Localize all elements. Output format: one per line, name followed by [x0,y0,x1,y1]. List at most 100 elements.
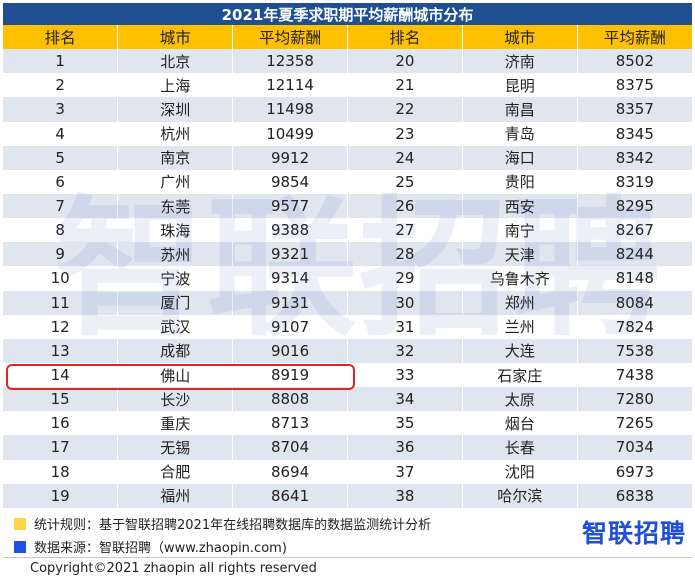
cell-salary-left: 9912 [232,145,348,170]
cell-rank-right: 21 [347,73,463,98]
note-rule: 统计规则：基于智联招聘2021年在线招聘数据库的数据监测统计分析 [14,512,574,535]
header-rank-right: 排名 [347,25,463,50]
cell-rank-left: 15 [3,387,119,412]
table-header-row: 排名 城市 平均薪酬 排名 城市 平均薪酬 [3,25,692,50]
note-source-text: 数据来源：智联招聘（www.zhaopin.com) [34,541,287,556]
cell-city-left: 深圳 [117,97,234,122]
cell-salary-left: 8919 [232,362,348,388]
brand-logo: 智联招聘 [581,519,686,548]
cell-rank-right: 37 [347,459,463,484]
cell-rank-right: 26 [347,193,463,219]
salary-table: 排名 城市 平均薪酬 排名 城市 平均薪酬 1 北京 12358 20 济南 8502 2 上… [3,25,692,508]
cell-city-left: 厦门 [117,290,234,315]
cell-rank-right: 36 [347,435,463,460]
cell-city-right: 海口 [462,145,578,170]
cell-salary-left: 8808 [232,387,348,412]
cell-rank-left: 19 [3,483,119,508]
cell-rank-left: 12 [3,314,119,339]
table-row: 17 无锡 8704 36 长春 7034 [3,435,692,460]
cell-salary-right: 7538 [577,338,692,363]
cell-city-left: 杭州 [117,121,234,146]
yellow-square-icon [14,517,26,530]
cell-rank-left: 18 [3,459,119,484]
cell-salary-right: 8345 [577,121,692,146]
cell-rank-left: 1 [3,49,119,74]
cell-city-right: 天津 [462,242,578,267]
cell-city-left: 珠海 [117,218,234,243]
cell-rank-right: 33 [347,362,463,388]
cell-salary-left: 8704 [232,435,348,460]
cell-salary-right: 7824 [577,314,692,339]
cell-salary-right: 8244 [577,242,692,267]
cell-salary-left: 9321 [232,242,348,267]
cell-city-right: 南宁 [462,218,578,243]
cell-salary-right: 8357 [577,97,692,122]
cell-salary-left: 9131 [232,290,348,315]
cell-salary-right: 8375 [577,73,692,98]
cell-rank-left: 7 [3,193,119,219]
header-city-left: 城市 [117,25,234,50]
cell-city-left: 长沙 [117,387,234,412]
cell-salary-right: 7280 [577,387,692,412]
table-row: 16 重庆 8713 35 烟台 7265 [3,411,692,436]
cell-salary-right: 8342 [577,145,692,170]
cell-rank-left: 2 [3,73,119,98]
cell-city-left: 东莞 [117,193,234,219]
cell-salary-left: 9388 [232,218,348,243]
cell-city-right: 贵阳 [462,169,578,194]
table-row: 8 珠海 9388 27 南宁 8267 [3,218,692,243]
cell-rank-right: 31 [347,314,463,339]
header-salary-right: 平均薪酬 [577,25,692,50]
cell-salary-left: 9016 [232,338,348,363]
cell-city-left: 宁波 [117,266,234,291]
cell-rank-right: 35 [347,411,463,436]
cell-rank-left: 9 [3,242,119,267]
cell-city-left: 上海 [117,73,234,98]
cell-rank-right: 32 [347,338,463,363]
cell-rank-left: 11 [3,290,119,315]
cell-rank-right: 23 [347,121,463,146]
cell-salary-left: 9577 [232,193,348,219]
cell-salary-right: 8319 [577,169,692,194]
cell-city-left: 佛山 [117,362,234,388]
cell-salary-right: 7438 [577,362,692,388]
cell-city-left: 武汉 [117,314,234,339]
table-row: 4 杭州 10499 23 青岛 8345 [3,121,692,146]
cell-rank-left: 3 [3,97,119,122]
note-source: 数据来源：智联招聘（www.zhaopin.com) [14,535,574,558]
note-rule-text: 统计规则：基于智联招聘2021年在线招聘数据库的数据监测统计分析 [34,518,432,533]
cell-rank-left: 4 [3,121,119,146]
header-rank-left: 排名 [3,25,119,50]
table-row: 1 北京 12358 20 济南 8502 [3,49,692,74]
cell-city-right: 郑州 [462,290,578,315]
table-body: 1 北京 12358 20 济南 8502 2 上海 12114 21 昆明 8375 3 深圳 11498… [3,49,692,508]
cell-city-left: 南京 [117,145,234,170]
cell-salary-right: 8084 [577,290,692,315]
cell-rank-right: 29 [347,266,463,291]
cell-rank-right: 24 [347,145,463,170]
cell-city-right: 石家庄 [462,362,578,388]
cell-salary-left: 8641 [232,483,348,508]
table-row: 11 厦门 9131 30 郑州 8084 [3,290,692,315]
cell-rank-right: 30 [347,290,463,315]
table-row: 14 佛山 8919 33 石家庄 7438 [3,362,692,388]
cell-salary-right: 8295 [577,193,692,219]
cell-salary-left: 11498 [232,97,348,122]
table-row: 18 合肥 8694 37 沈阳 6973 [3,459,692,484]
cell-city-right: 南昌 [462,97,578,122]
cell-city-right: 大连 [462,338,578,363]
cell-rank-left: 16 [3,411,119,436]
cell-city-left: 无锡 [117,435,234,460]
cell-salary-right: 8267 [577,218,692,243]
cell-salary-left: 12358 [232,49,348,74]
cell-salary-left: 9107 [232,314,348,339]
cell-city-right: 青岛 [462,121,578,146]
header-salary-left: 平均薪酬 [232,25,348,50]
table-row: 10 宁波 9314 29 乌鲁木齐 8148 [3,266,692,291]
cell-city-left: 成都 [117,338,234,363]
cell-rank-left: 10 [3,266,119,291]
cell-city-right: 烟台 [462,411,578,436]
cell-salary-left: 9314 [232,266,348,291]
notes: 统计规则：基于智联招聘2021年在线招聘数据库的数据监测统计分析 数据来源：智联… [14,512,574,558]
cell-rank-right: 28 [347,242,463,267]
